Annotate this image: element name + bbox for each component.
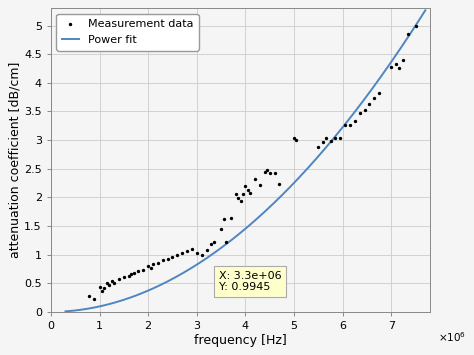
Measurement data [322,136,329,141]
Measurement data [292,137,300,143]
Measurement data [327,138,334,144]
Measurement data [332,136,339,141]
Measurement data [110,280,118,286]
Measurement data [264,167,271,173]
Measurement data [217,226,225,232]
Y-axis label: attenuation coefficient [dB/cm]: attenuation coefficient [dB/cm] [9,62,21,258]
Power fit [292,180,298,184]
Line: Power fit: Power fit [65,10,425,311]
Measurement data [154,260,162,266]
Measurement data [227,215,235,221]
X-axis label: frequency [Hz]: frequency [Hz] [194,334,287,347]
Measurement data [183,248,191,254]
Measurement data [147,265,155,271]
Measurement data [242,183,249,189]
Measurement data [128,271,135,277]
Power fit [336,130,341,135]
Measurement data [400,57,407,63]
Measurement data [96,284,103,290]
Measurement data [392,61,400,67]
Power fit [63,309,68,313]
Measurement data [351,118,359,124]
Measurement data [256,182,264,187]
Measurement data [105,282,113,288]
Power fit [281,191,287,195]
Measurement data [365,101,373,107]
Measurement data [159,257,166,263]
Measurement data [103,280,110,286]
Measurement data [388,64,395,70]
Measurement data [404,31,412,37]
Measurement data [251,176,259,182]
Measurement data [290,135,298,141]
Measurement data [108,278,116,284]
Measurement data [203,247,210,253]
Measurement data [115,277,123,282]
Measurement data [234,196,242,201]
Power fit [272,200,277,204]
Measurement data [244,187,252,193]
Power fit [85,307,91,311]
Text: X: 3.3e+06
Y: 0.9945: X: 3.3e+06 Y: 0.9945 [219,271,281,292]
Measurement data [276,181,283,187]
Measurement data [130,270,137,276]
Measurement data [319,139,327,144]
Measurement data [266,170,273,175]
Legend: Measurement data, Power fit: Measurement data, Power fit [56,14,199,50]
Measurement data [237,198,244,204]
Measurement data [90,296,98,302]
Measurement data [337,135,344,141]
Measurement data [271,170,278,176]
Measurement data [85,294,92,299]
Power fit [422,8,428,12]
Measurement data [412,23,419,28]
Measurement data [164,256,172,261]
Measurement data [315,144,322,150]
Measurement data [341,122,349,127]
Measurement data [395,65,402,71]
Measurement data [149,262,157,267]
Measurement data [210,239,218,245]
Measurement data [145,263,152,269]
Measurement data [356,110,364,115]
Measurement data [135,268,142,274]
Measurement data [371,95,378,101]
Measurement data [125,273,133,279]
Measurement data [139,267,147,273]
Measurement data [193,250,201,256]
Measurement data [173,252,181,257]
Measurement data [361,107,368,113]
Measurement data [198,252,205,258]
Measurement data [220,216,228,222]
Text: $\times10^6$: $\times10^6$ [438,330,466,344]
Measurement data [178,250,186,256]
Measurement data [100,285,108,291]
Power fit [373,82,378,87]
Measurement data [120,275,128,280]
Measurement data [188,246,196,252]
Measurement data [208,241,215,247]
Measurement data [239,191,247,197]
Measurement data [232,192,239,197]
Measurement data [98,288,106,294]
Measurement data [222,239,230,245]
Measurement data [169,254,176,260]
Measurement data [246,190,254,196]
Measurement data [375,90,383,95]
Measurement data [346,122,354,128]
Measurement data [261,169,269,174]
